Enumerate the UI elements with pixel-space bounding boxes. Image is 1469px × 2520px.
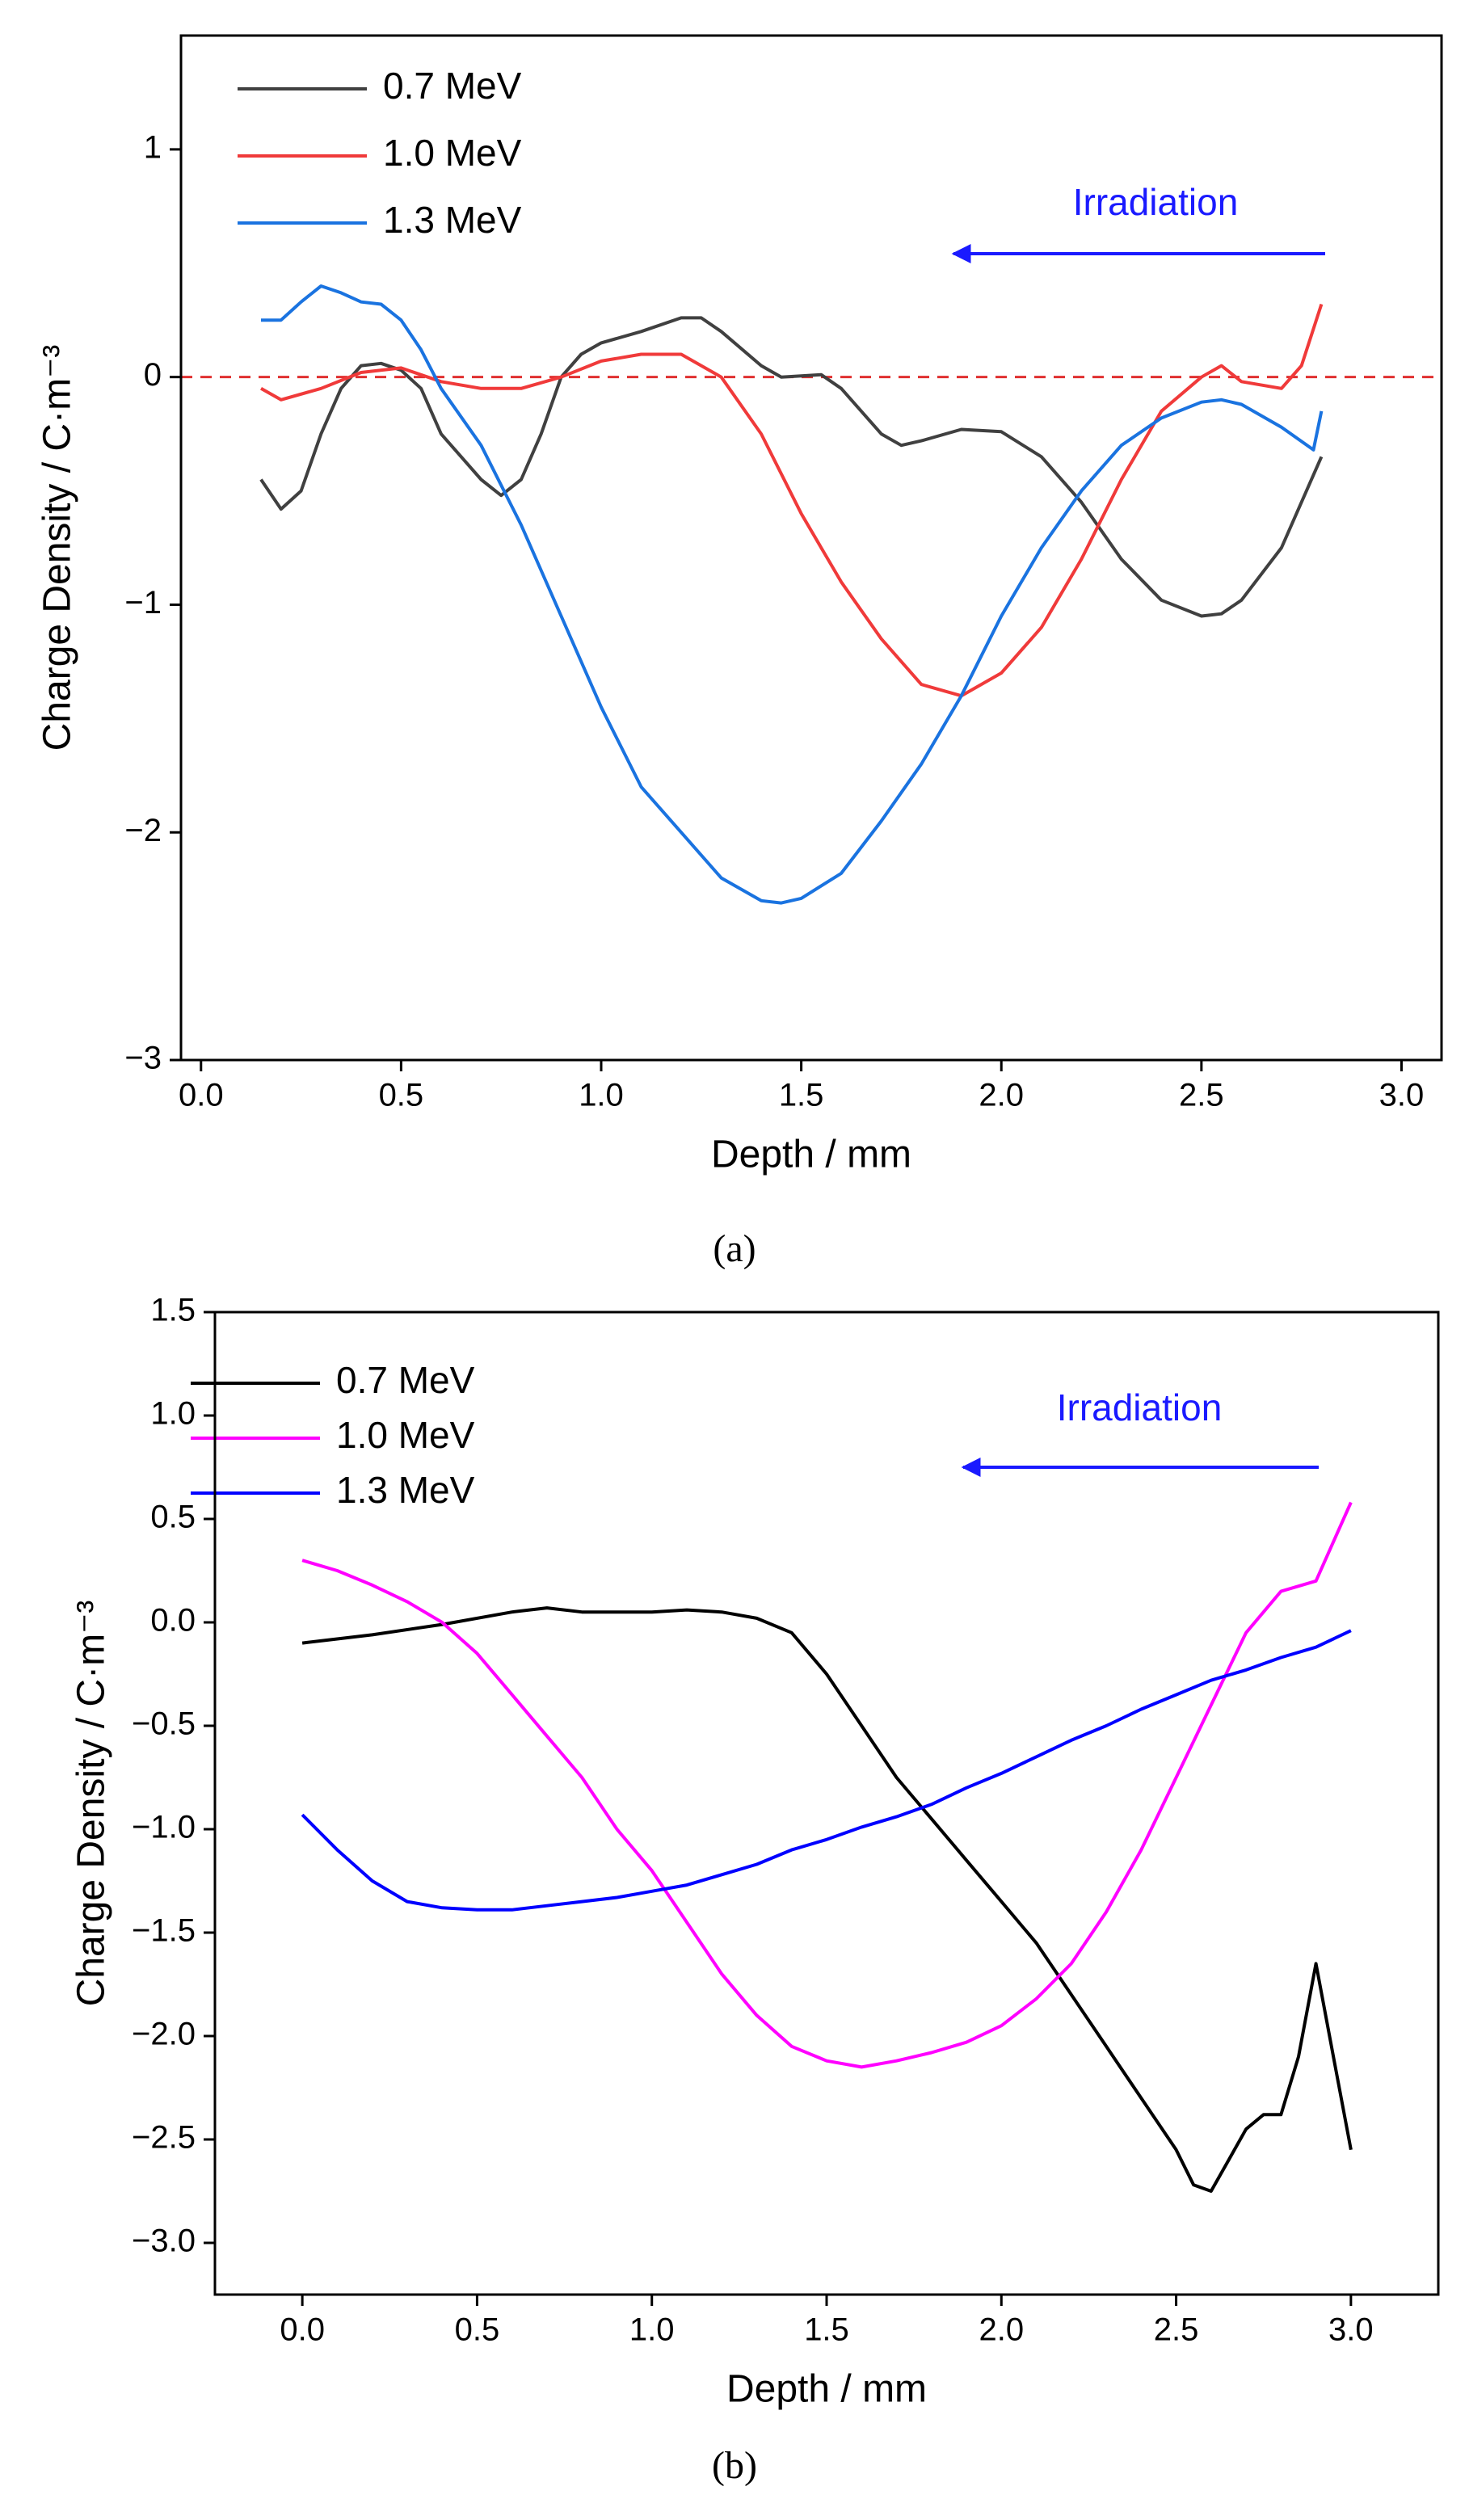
x-tick-label: 0.5 — [455, 2312, 500, 2348]
legend-label: 1.0 MeV — [336, 1414, 475, 1456]
x-axis-label: Depth / mm — [726, 2368, 927, 2411]
plot-frame — [179, 34, 1443, 1062]
y-tick-label: −1 — [124, 585, 162, 621]
y-tick-label: −2 — [124, 813, 162, 848]
y-tick-label: 1 — [144, 129, 162, 165]
plot-area — [259, 284, 1324, 905]
series-line — [301, 1501, 1353, 2069]
x-tick-label: 1.5 — [779, 1078, 824, 1113]
legend-label: 1.3 MeV — [336, 1469, 475, 1511]
x-tick-label: 0.0 — [280, 2312, 325, 2348]
annotation: Irradiation — [1057, 1386, 1223, 1428]
x-tick-label: 0.5 — [379, 1078, 424, 1113]
series-line — [301, 1629, 1352, 1912]
y-tick-label: 1.0 — [150, 1396, 196, 1432]
y-tick-label: −2.0 — [132, 2017, 196, 2052]
x-tick-label: 2.0 — [979, 2312, 1024, 2348]
x-tick-label: 1.0 — [579, 1078, 624, 1113]
x-tick-label: 3.0 — [1328, 2312, 1374, 2348]
y-tick-label: 0.5 — [150, 1500, 196, 1535]
legend-label: 1.0 MeV — [383, 132, 522, 174]
legend-label: 0.7 MeV — [336, 1359, 475, 1401]
plot-area — [301, 1501, 1353, 2193]
y-axis-label: Charge Density / C·m⁻³ — [36, 345, 79, 751]
x-tick-label: 2.5 — [1154, 2312, 1199, 2348]
y-tick-label: 1.5 — [150, 1293, 196, 1328]
x-tick-label: 1.5 — [804, 2312, 849, 2348]
y-tick-label: 0.0 — [150, 1603, 196, 1639]
y-tick-label: −3.0 — [132, 2223, 196, 2259]
y-tick-label: −3 — [124, 1041, 162, 1076]
y-tick-label: 0 — [144, 357, 162, 393]
series-line — [301, 1606, 1353, 2193]
y-tick-label: −1.0 — [132, 1810, 196, 1845]
annotation: Irradiation — [1073, 181, 1239, 223]
y-tick-label: −0.5 — [132, 1706, 196, 1742]
x-tick-label: 2.0 — [979, 1078, 1024, 1113]
caption: (b) — [712, 2444, 757, 2487]
plot-frame — [213, 1310, 1440, 2296]
series-line — [261, 284, 1324, 905]
series-line — [259, 316, 1324, 618]
series-line — [260, 303, 1324, 698]
x-tick-label: 3.0 — [1379, 1078, 1425, 1113]
y-tick-label: −2.5 — [132, 2120, 196, 2156]
y-axis-label: Charge Density / C·m⁻³ — [70, 1601, 113, 2007]
legend-label: 1.3 MeV — [383, 199, 522, 241]
x-tick-label: 0.0 — [179, 1078, 224, 1113]
y-tick-label: −1.5 — [132, 1913, 196, 1949]
caption: (a) — [713, 1227, 756, 1270]
x-tick-label: 2.5 — [1179, 1078, 1224, 1113]
x-tick-label: 1.0 — [629, 2312, 675, 2348]
x-axis-label: Depth / mm — [711, 1134, 911, 1176]
legend-label: 0.7 MeV — [383, 65, 522, 107]
